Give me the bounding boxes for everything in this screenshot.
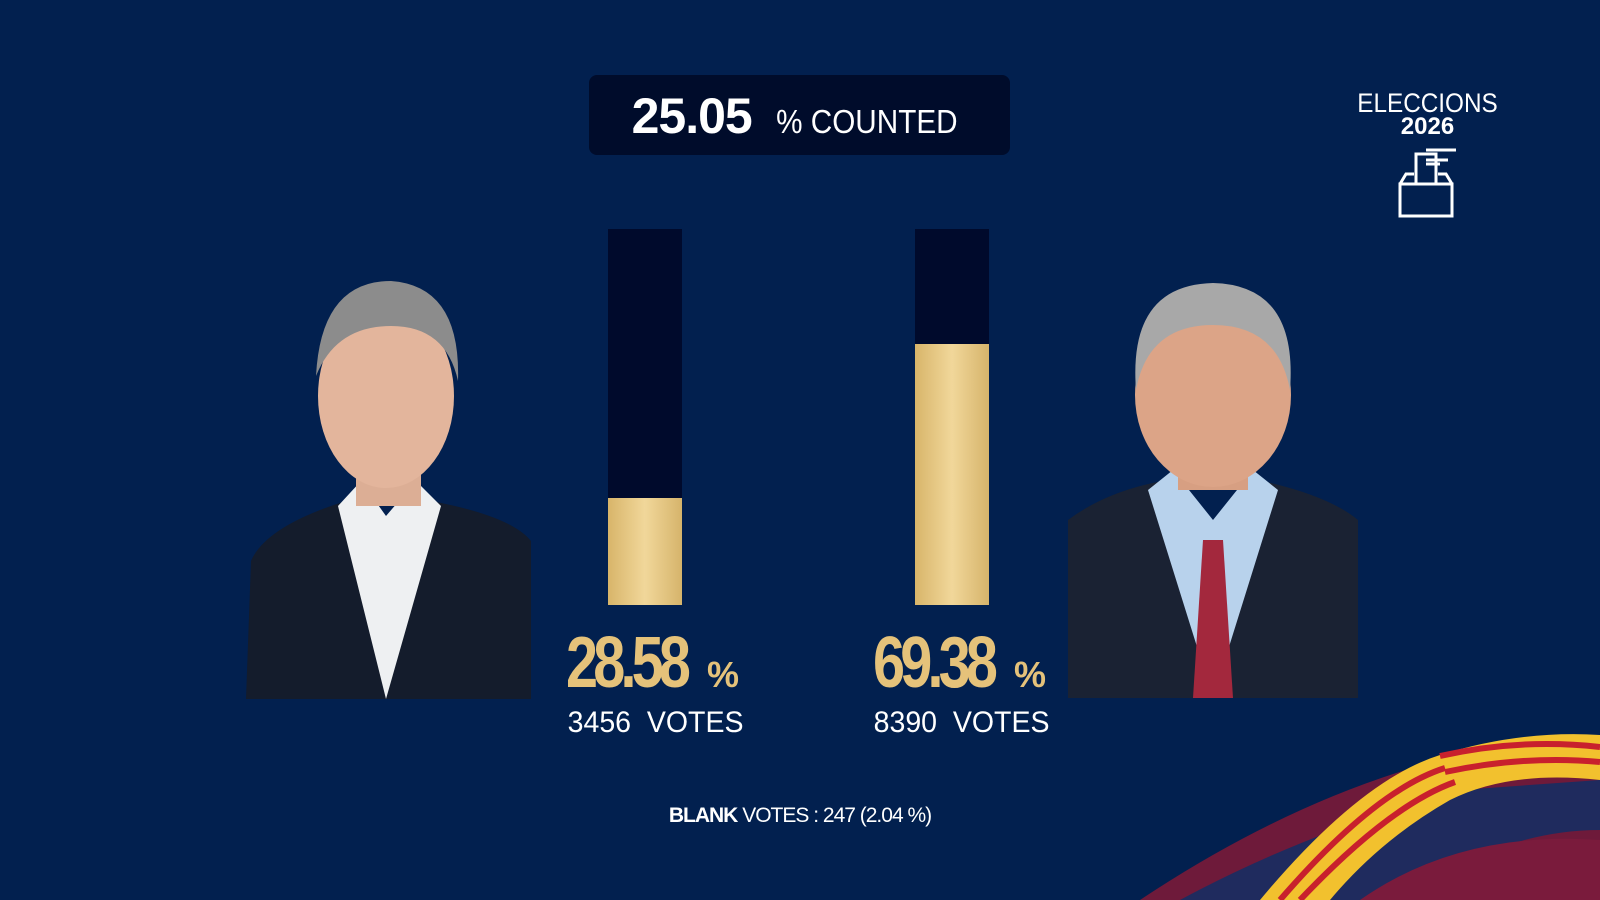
logo-year: 2026 xyxy=(1400,113,1455,140)
candidate-right-percent: 69.38 % xyxy=(873,622,1046,704)
candidate-left-photo xyxy=(246,281,531,699)
candidate-right-photo xyxy=(1068,283,1358,698)
counted-label: % COUNTED xyxy=(775,103,958,140)
candidate-left-votes: 3456 VOTES xyxy=(567,706,744,739)
logo-title: ELECCIONS xyxy=(1357,88,1498,118)
counted-value: 25.05 xyxy=(631,88,753,144)
blank-label: BLANK xyxy=(668,804,738,827)
percent-sign: % xyxy=(707,654,740,695)
candidate-right-bar-fill xyxy=(915,344,989,605)
candidate-right-votes: 8390 VOTES xyxy=(873,706,1050,739)
flag-ribbon-decoration xyxy=(1140,734,1600,900)
percent-value: 69.38 xyxy=(873,623,998,703)
percent-sign: % xyxy=(1014,654,1047,695)
counted-panel: 25.05 % COUNTED xyxy=(589,75,1010,155)
candidate-left-percent: 28.58 % xyxy=(566,622,739,704)
elections-logo: ELECCIONS 2026 xyxy=(1335,90,1520,225)
percent-value: 28.58 xyxy=(566,623,691,703)
blank-votes: BLANK VOTES : 247 (2.04 %) xyxy=(0,804,1600,828)
candidate-left-bar-fill xyxy=(608,497,682,605)
candidate-right-bar xyxy=(915,229,989,605)
ballot-box-icon xyxy=(1398,148,1456,218)
blank-value: VOTES : 247 (2.04 %) xyxy=(742,804,932,827)
candidate-left-bar xyxy=(608,229,682,605)
